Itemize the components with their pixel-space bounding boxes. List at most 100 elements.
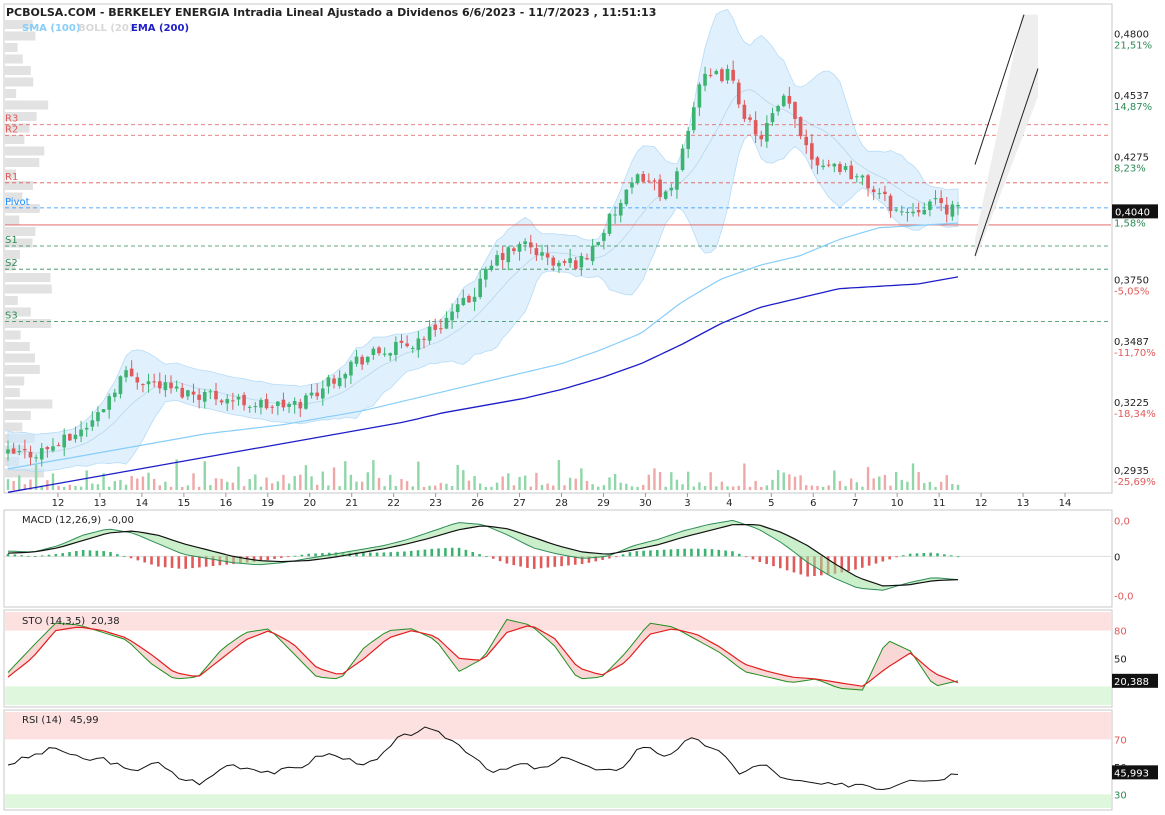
price-tick-label: 0,4800 [1114,29,1149,40]
volume-profile-bar [5,204,40,213]
candle-body [793,102,797,119]
volume-bar [29,479,32,490]
candle-body [427,326,432,341]
macd-histogram-bar [437,548,440,557]
volume-bar [866,467,870,490]
rsi-tick-label: 30 [1114,790,1127,801]
volume-bar [6,479,10,490]
macd-histogram-bar [177,556,181,569]
price-tick-label: 0,3225 [1114,398,1149,409]
volume-profile-bar [5,215,20,225]
candle-body [894,209,898,211]
candle-body [770,113,775,123]
candle-body [528,242,533,248]
candle-body [590,245,595,262]
macd-histogram-bar [20,555,23,557]
candle-body [191,391,196,395]
candle-body [73,434,78,440]
macd-histogram-bar [163,556,167,568]
volume-bar [580,468,583,490]
candle-body [315,392,319,397]
candle-body [911,211,915,214]
macd-histogram-bar [300,554,304,557]
volume-bar [51,473,55,490]
candle-body [152,381,156,383]
macd-histogram-bar [362,552,365,557]
candle-body [365,356,370,363]
volume-bar [625,483,628,490]
volume-bar [597,486,600,490]
candle-body [742,104,747,119]
macd-histogram-bar [444,548,447,557]
volume-bar [754,480,757,490]
macd-histogram-bar [949,555,953,557]
date-tick-label: 20 [303,498,316,509]
pivot-label-r3: R3 [5,114,18,125]
volume-bar [928,481,932,490]
macd-histogram-bar [710,549,714,557]
candle-body [304,395,308,409]
candle-body [197,394,201,400]
volume-bar [776,469,780,490]
volume-bar [799,475,802,490]
candle-body [905,211,910,213]
candle-body [568,258,572,263]
candle-body [292,401,297,405]
candle-body [394,341,398,355]
volume-profile-bar [5,146,45,156]
rsi-line [7,726,959,791]
candle-body [686,130,690,150]
macd-histogram-bar [136,556,140,561]
volume-bar [535,472,538,490]
date-tick-label: 19 [261,498,274,509]
candle-body [28,451,33,458]
macd-histogram-bar [68,552,71,557]
macd-histogram-bar [54,554,58,557]
candle-body [422,338,426,340]
candle-body [360,356,364,365]
candle-body [922,209,927,215]
macd-histogram-bar [198,556,201,568]
candle-body [776,105,780,112]
macd-histogram-bar [498,556,502,562]
price-panel-frame [3,3,1113,494]
macd-histogram-bar [861,556,864,568]
volume-bar [720,481,724,490]
volume-bar [299,474,302,490]
volume-bar [175,459,178,490]
volume-profile-bar [5,135,25,144]
macd-histogram-bar [902,555,905,557]
volume-bar [34,464,38,490]
candle-body [484,268,488,280]
macd-histogram-bar [915,553,919,557]
rsi-title: RSI (14) [22,715,62,726]
macd-histogram-bar [621,554,625,557]
candle-body [944,204,949,215]
volume-bar [344,461,347,490]
volume-bar [810,485,814,490]
volume-bar [951,484,954,490]
macd-histogram-bar [88,550,92,557]
pivot-label-r1: R1 [5,172,18,183]
volume-profile-bar [5,89,17,98]
macd-histogram-bar [471,551,475,557]
macd-histogram-bar [314,553,317,557]
volume-bar [434,485,437,490]
volume-bar [507,473,510,490]
volume-profile-bar [5,261,16,271]
volume-bar [642,484,645,490]
volume-bar [788,474,791,490]
candle-body [506,247,511,263]
volume-bar [259,486,263,490]
volume-bar [164,481,167,490]
volume-profile-bar [5,307,31,317]
volume-bar [883,474,887,490]
macd-histogram-bar [403,551,406,557]
volume-profile-bar [5,365,40,374]
candle-body [276,401,280,406]
volume-bar [130,476,133,490]
volume-bar [445,483,448,490]
sto-value: 20,38 [91,616,120,627]
macd-histogram-bar [450,547,454,557]
volume-bar [906,481,909,490]
